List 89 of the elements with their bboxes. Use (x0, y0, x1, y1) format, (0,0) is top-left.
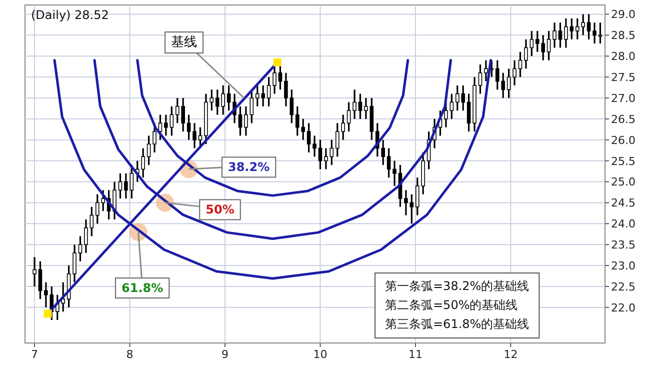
candlestick (570, 18, 574, 40)
y-tick-label: 28.5 (611, 29, 636, 42)
candlestick (318, 139, 322, 170)
candlestick (546, 30, 551, 62)
candlestick (306, 122, 311, 154)
candlestick (44, 281, 48, 308)
candlestick (266, 76, 271, 108)
candlestick (84, 218, 88, 254)
candlestick (130, 164, 134, 200)
candlestick (118, 172, 122, 200)
y-tick-label: 23.5 (611, 238, 636, 252)
candlestick (284, 72, 288, 108)
candlestick (592, 22, 596, 44)
candlestick (90, 206, 94, 237)
candlestick (278, 64, 282, 90)
point (44, 310, 52, 318)
candlestick (346, 101, 351, 132)
candlestick (290, 88, 294, 124)
candlestick (386, 147, 391, 178)
annotation: 50% (206, 202, 234, 217)
annotation: 第二条弧=50%的基础线 (385, 298, 518, 312)
candlestick (410, 194, 414, 224)
x-tick-label: 11 (408, 348, 422, 361)
y-tick-label: 29.0 (611, 8, 636, 22)
candlestick (72, 244, 76, 284)
x-tick-label: 8 (126, 348, 134, 361)
candlestick (330, 139, 334, 166)
candlestick (392, 160, 396, 187)
candlestick (364, 97, 368, 120)
chart-title: (Daily) 28.52 (31, 8, 109, 22)
candlestick (32, 256, 36, 288)
x-tick-label: 10 (313, 348, 328, 361)
candlestick (158, 114, 162, 141)
y-tick-label: 23.0 (611, 260, 636, 273)
candlestick (358, 92, 362, 120)
candlestick (524, 38, 528, 70)
y-tick-label: 26.0 (611, 134, 636, 147)
candlestick (272, 64, 276, 95)
annotation: 第三条弧=61.8%的基础线 (385, 317, 530, 331)
candlestick (146, 134, 151, 166)
x-tick-label: 12 (504, 348, 518, 361)
y-tick-label: 25.5 (611, 154, 636, 168)
annotation: 第一条弧=38.2%的基础线 (385, 279, 530, 293)
annotation: 基线 (171, 34, 198, 50)
candlestick (164, 114, 168, 136)
candlestick (112, 180, 116, 220)
y-tick-label: 24.5 (611, 196, 636, 210)
candlestick (518, 51, 522, 78)
candlestick (506, 68, 511, 99)
candlestick (444, 101, 448, 128)
candlestick (324, 147, 328, 170)
candlestick (124, 172, 128, 200)
candlestick (226, 84, 231, 112)
candlestick (238, 106, 242, 136)
candlestick (564, 18, 568, 49)
annotation: 61.8% (122, 281, 164, 296)
y-tick-label: 22.0 (611, 301, 636, 314)
y-tick-label: 22.5 (611, 280, 636, 294)
candlestick (210, 88, 214, 112)
candlestick (152, 122, 156, 154)
y-tick-label: 28.0 (611, 50, 636, 64)
candlestick (192, 122, 196, 150)
point (273, 58, 282, 66)
candlestick (484, 59, 488, 82)
candlestick (558, 22, 562, 49)
candlestick (186, 114, 191, 141)
annotation: 38.2% (228, 160, 270, 174)
candlestick (38, 260, 42, 300)
candlestick (466, 92, 471, 132)
candlestick (250, 88, 254, 124)
candlestick (512, 59, 516, 86)
candlestick (530, 30, 534, 57)
y-tick-label: 27.5 (611, 71, 636, 84)
x-tick-label: 7 (31, 348, 38, 361)
candlestick (78, 235, 82, 262)
candlestick (170, 106, 174, 136)
x-tick-label: 9 (222, 348, 228, 361)
y-tick-label: 25.0 (611, 176, 636, 189)
candlestick (552, 22, 556, 49)
y-tick-label: 27.0 (611, 92, 636, 105)
candlestick (352, 88, 356, 120)
y-tick-label: 26.5 (611, 112, 636, 126)
candlestick (586, 13, 591, 40)
candlestick (244, 106, 248, 136)
candlestick (312, 134, 316, 158)
candlestick (404, 189, 408, 216)
candlestick (450, 92, 454, 120)
candlestick (478, 64, 482, 95)
y-tick-label: 24.0 (611, 218, 636, 231)
